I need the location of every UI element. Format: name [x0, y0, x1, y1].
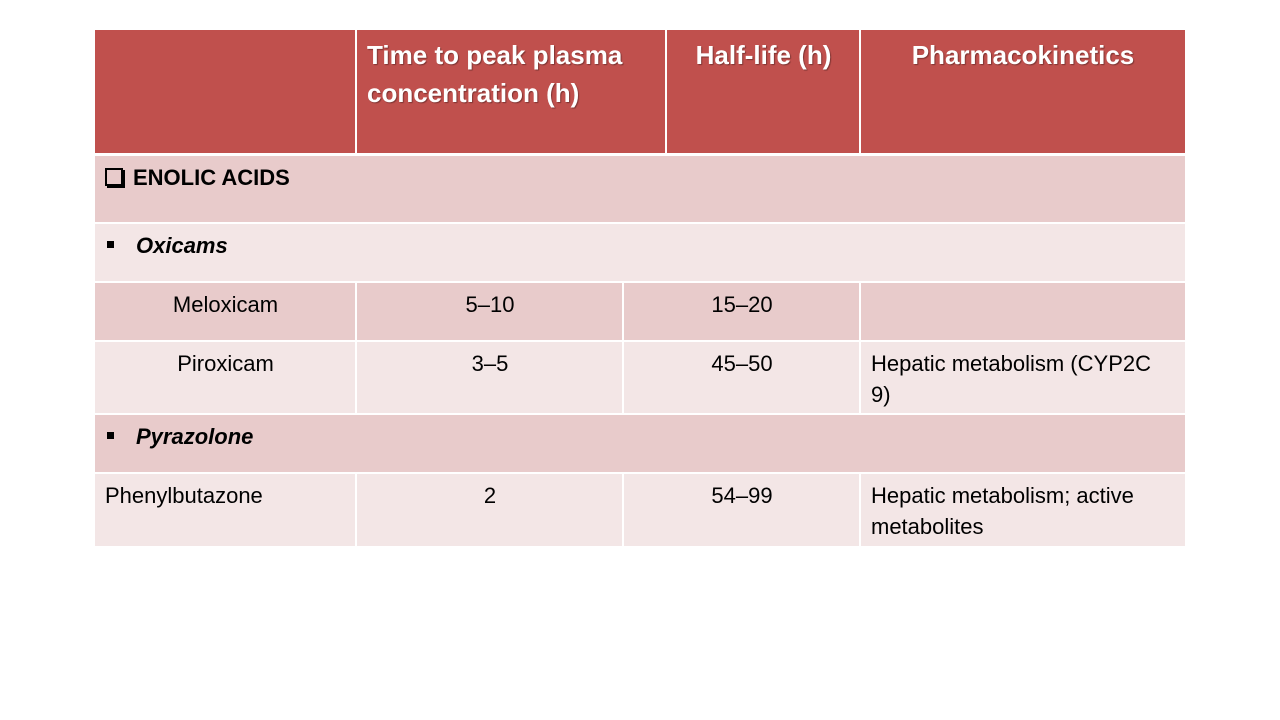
group-row-pyrazolone: Pyrazolone: [95, 413, 1185, 473]
cell-drug-meloxicam: Meloxicam: [95, 281, 356, 341]
cell-tpeak-meloxicam: 5–10: [355, 281, 623, 341]
section-title: ENOLIC ACIDS: [133, 165, 290, 190]
cell-halflife-piroxicam: 45–50: [622, 340, 860, 414]
header-time-to-peak: Time to peak plasma concentration (h): [355, 30, 666, 153]
header-half-life: Half-life (h): [665, 30, 860, 153]
cell-drug-piroxicam: Piroxicam: [95, 340, 356, 414]
group-label: Pyrazolone: [136, 424, 254, 449]
cell-tpeak-phenylbutazone: 2: [355, 472, 623, 546]
cell-pk-piroxicam: Hepatic metabolism (CYP2C 9): [859, 340, 1185, 414]
cell-drug-phenylbutazone: Phenylbutazone: [95, 472, 356, 546]
square-bullet-icon: [107, 241, 114, 248]
cell-tpeak-piroxicam: 3–5: [355, 340, 623, 414]
group-label: Oxicams: [136, 233, 228, 258]
cell-pk-phenylbutazone: Hepatic metabolism; active metabolites: [859, 472, 1185, 546]
header-cell-empty: [95, 30, 356, 153]
cell-pk-meloxicam: [859, 281, 1185, 341]
group-row-oxicams: Oxicams: [95, 222, 1185, 282]
cell-halflife-meloxicam: 15–20: [622, 281, 860, 341]
checkbox-square-icon: [105, 168, 123, 186]
cell-halflife-phenylbutazone: 54–99: [622, 472, 860, 546]
header-pharmacokinetics: Pharmacokinetics: [859, 30, 1185, 153]
section-row-enolic-acids: ENOLIC ACIDS: [95, 154, 1185, 222]
square-bullet-icon: [107, 432, 114, 439]
